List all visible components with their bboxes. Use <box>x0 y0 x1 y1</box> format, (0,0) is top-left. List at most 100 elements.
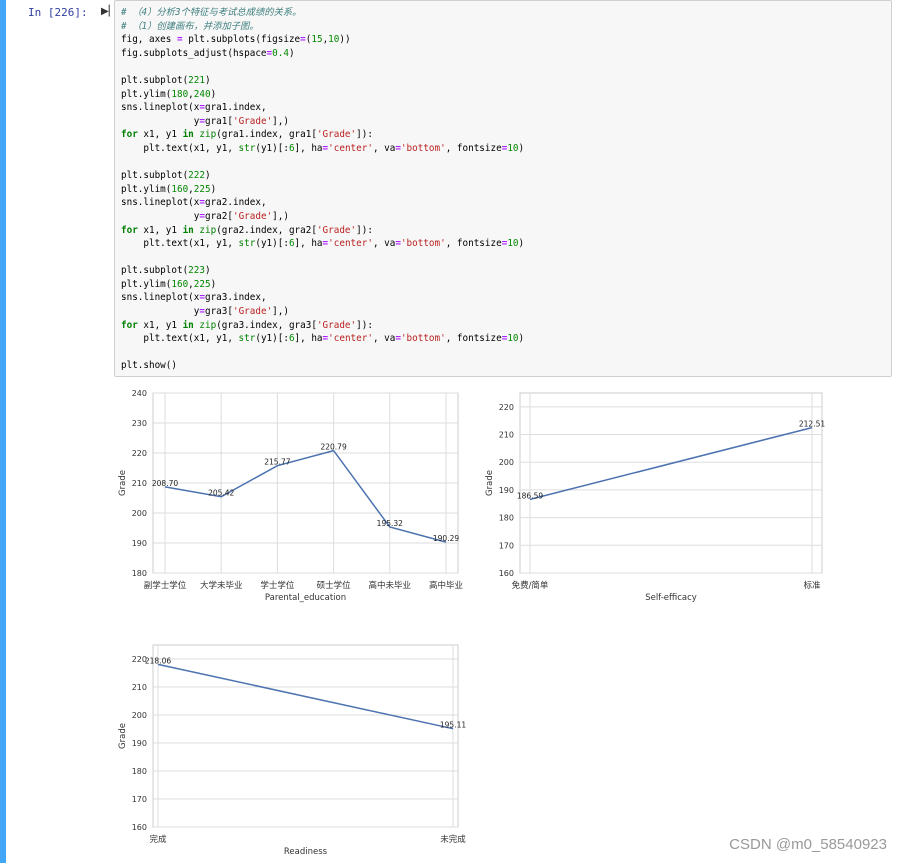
code-token: 'Grade' <box>316 129 357 141</box>
notebook-cell[interactable]: In [226]: ▶▏ # （4）分析3个特征与考试总成绩的关系。 # （1）… <box>6 0 901 863</box>
y-tick-label: 180 <box>132 569 147 578</box>
code-line: plt.ylim(160,225) <box>121 279 216 290</box>
code-line: for x1, y1 in zip(gra1.index, gra1['Grad… <box>121 129 373 140</box>
code-token: # （1）创建画布，并添加子图。 <box>121 20 259 32</box>
output-figure: 180 190 200 210 220 230 240 副学士学位 大学未毕业 学士学位 硕士学位 高… <box>118 389 825 857</box>
x-tick-label: 副学士学位 <box>144 580 187 591</box>
code-token: plt.subplot( <box>121 74 189 86</box>
data-label: 190.29 <box>433 534 459 543</box>
code-token: , <box>322 34 329 46</box>
code-token: plt.text(x1, y1, <box>121 333 239 345</box>
code-token: , va <box>372 333 396 345</box>
code-token: ) <box>518 333 525 345</box>
code-token: (y1)[: <box>255 333 289 345</box>
code-line: plt.subplot(223) <box>121 265 211 276</box>
code-token: str <box>238 142 256 154</box>
code-token: (gra3.index, gra3[ <box>216 319 317 331</box>
code-token: gra3[ <box>204 306 233 318</box>
code-token: = <box>199 102 205 114</box>
subplot-3: 160 170 180 190 200 210 220 完成 未完成 218.06 195.11 Re… <box>118 644 466 857</box>
code-line: plt.text(x1, y1, str(y1)[:6], ha='center… <box>121 238 524 249</box>
code-token: 223 <box>188 265 205 277</box>
code-token: y <box>121 210 200 222</box>
code-token: plt.ylim( <box>121 183 172 195</box>
series-line <box>529 426 813 501</box>
code-token: 6 <box>288 333 295 345</box>
code-token: 225 <box>193 278 211 290</box>
code-token: 'center' <box>328 333 373 345</box>
code-token: plt.subplots(figsize <box>182 34 301 46</box>
code-token: = <box>395 333 401 345</box>
code-token: x1, y1 <box>137 224 183 236</box>
code-token: 'bottom' <box>400 333 446 345</box>
code-token: gra3.index, <box>204 292 267 304</box>
code-token: plt.text(x1, y1, <box>121 238 239 250</box>
data-label: 220.79 <box>320 443 346 452</box>
x-tick-label: 高中未毕业 <box>369 580 412 591</box>
y-tick-label: 220 <box>132 655 147 664</box>
y-tick-label: 170 <box>132 795 147 804</box>
data-label: 212.51 <box>799 420 825 429</box>
code-token: # （4）分析3个特征与考试总成绩的关系。 <box>121 7 302 18</box>
code-token: , fontsize <box>445 238 502 250</box>
code-token: plt.text(x1, y1, <box>121 142 239 154</box>
code-token: , <box>188 88 194 100</box>
x-axis-label: Self-efficacy <box>645 593 697 603</box>
code-line: plt.show() <box>121 360 177 371</box>
code-token: = <box>199 210 205 222</box>
code-token: ]): <box>356 319 373 331</box>
run-icon[interactable]: ▶▏ <box>101 6 117 17</box>
code-token: 222 <box>188 170 205 182</box>
code-line: plt.ylim(160,225) <box>121 184 216 195</box>
data-label: 218.06 <box>145 656 171 665</box>
y-tick-label: 210 <box>132 479 147 488</box>
code-token: ) <box>210 183 217 195</box>
code-token: 'Grade' <box>316 224 357 236</box>
code-token: plt.subplot( <box>121 265 189 277</box>
code-token: 'Grade' <box>232 115 273 127</box>
series-line <box>164 449 447 543</box>
code-token: for <box>121 319 138 331</box>
cell-selection-bar <box>0 0 6 863</box>
code-token: 221 <box>188 74 205 86</box>
code-token: ) <box>204 170 211 182</box>
code-token: 160 <box>171 183 189 195</box>
code-token: 6 <box>288 238 295 250</box>
code-token: fig, axes <box>121 34 177 46</box>
code-token: ], ha <box>294 238 323 250</box>
code-token: = <box>266 47 273 59</box>
code-token: = <box>395 238 401 250</box>
code-token: 'center' <box>328 238 373 250</box>
code-token: 'bottom' <box>400 238 446 250</box>
code-editor[interactable]: # （4）分析3个特征与考试总成绩的关系。 # （1）创建画布，并添加子图。 f… <box>114 0 892 377</box>
code-token: 10 <box>507 238 519 250</box>
subplot-2: 160 170 180 190 200 210 220 免费/简单 标准 186.59 212.51… <box>485 392 825 603</box>
data-label: 195.11 <box>440 721 466 730</box>
code-token: zip <box>199 319 217 331</box>
code-token: y <box>121 115 200 127</box>
code-token: ]): <box>356 129 373 141</box>
code-token: = <box>322 142 329 154</box>
code-text[interactable]: # （4）分析3个特征与考试总成绩的关系。 # （1）创建画布，并添加子图。 f… <box>121 6 524 373</box>
code-token: 180 <box>171 88 189 100</box>
code-token: ) <box>288 47 295 59</box>
code-token: ) <box>518 238 525 250</box>
y-tick-label: 160 <box>499 569 514 578</box>
y-tick-label: 200 <box>132 711 147 720</box>
code-token: for <box>121 224 138 236</box>
code-token: ) <box>518 142 525 154</box>
y-tick-label: 190 <box>132 739 147 748</box>
y-tick-label: 190 <box>499 486 514 495</box>
code-token: for <box>121 129 138 141</box>
x-tick-label: 大学未毕业 <box>200 580 243 591</box>
code-token: = <box>300 34 306 46</box>
y-tick-label: 200 <box>499 458 514 467</box>
code-token: 6 <box>288 142 295 154</box>
x-tick-label: 未完成 <box>440 834 466 845</box>
code-token: ) <box>210 88 217 100</box>
code-token: ( <box>305 34 312 46</box>
code-token: = <box>176 34 183 46</box>
y-tick-label: 230 <box>132 419 147 428</box>
series-line <box>157 663 454 730</box>
code-token: )) <box>339 34 351 46</box>
